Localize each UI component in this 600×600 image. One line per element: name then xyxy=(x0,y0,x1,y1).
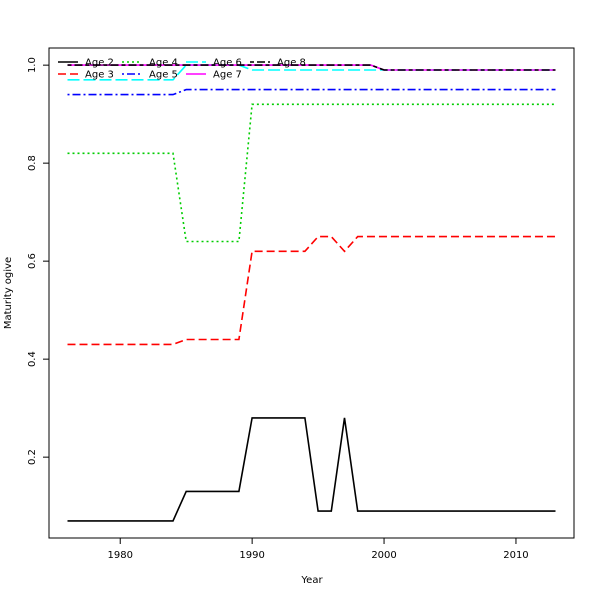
series-lines xyxy=(67,64,556,522)
y-axis: 0.2 0.4 0.6 0.8 1.0 xyxy=(27,57,49,465)
legend-label-age-3: Age 3 xyxy=(85,70,114,81)
legend-label-age-2: Age 2 xyxy=(85,58,114,69)
series-line-age-8 xyxy=(67,64,556,71)
x-tick-label: 2000 xyxy=(371,550,396,561)
y-tick-label: 0.6 xyxy=(27,253,38,269)
legend-label-age-7: Age 7 xyxy=(213,70,242,81)
y-tick-label: 0.8 xyxy=(27,155,38,171)
series-line-age-3 xyxy=(67,235,556,346)
y-tick-label: 0.2 xyxy=(27,449,38,465)
x-tick-label: 2010 xyxy=(503,550,528,561)
legend-label-age-4: Age 4 xyxy=(149,58,178,69)
series-line-age-2 xyxy=(67,417,556,522)
x-axis: 1980 1990 2000 2010 xyxy=(108,538,529,561)
y-tick-label: 1.0 xyxy=(27,57,38,73)
x-axis-title: Year xyxy=(300,575,323,586)
y-tick-label: 0.4 xyxy=(27,351,38,367)
x-tick-label: 1990 xyxy=(239,550,264,561)
legend-label-age-6: Age 6 xyxy=(213,58,242,69)
legend-label-age-5: Age 5 xyxy=(149,70,178,81)
y-axis-title: Maturity ogive xyxy=(3,257,14,329)
series-line-age-4 xyxy=(67,103,556,243)
x-tick-label: 1980 xyxy=(108,550,133,561)
series-line-age-5 xyxy=(67,88,556,96)
legend-label-age-8: Age 8 xyxy=(277,58,306,69)
plot-frame xyxy=(48,47,575,539)
